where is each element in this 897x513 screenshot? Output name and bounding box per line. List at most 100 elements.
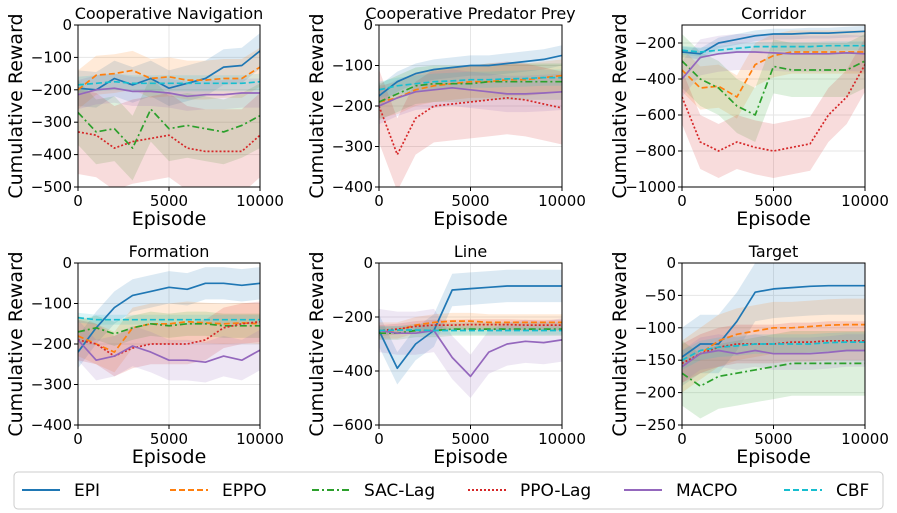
band-ppo-lag xyxy=(682,37,865,178)
series-epi xyxy=(682,284,865,358)
series-epi xyxy=(78,282,260,353)
series-sac-lag xyxy=(682,60,865,116)
series-cbf xyxy=(379,76,562,91)
legend-item-epi: EPI xyxy=(22,481,100,501)
series-ppo-lag xyxy=(78,131,260,153)
y-tick-label: −100 xyxy=(31,48,72,66)
legend-label: EPI xyxy=(74,481,100,501)
y-tick-label: −500 xyxy=(31,178,72,196)
band-sac-lag xyxy=(379,63,562,121)
y-tick-label: 0 xyxy=(62,16,72,34)
x-tick-label: 0 xyxy=(374,192,384,210)
series-ppo-lag xyxy=(78,320,260,357)
y-tick-label: −150 xyxy=(635,351,676,369)
legend-item-sac-lag: SAC-Lag xyxy=(312,481,435,501)
x-tick-label: 10000 xyxy=(538,430,586,448)
y-tick-label: −400 xyxy=(332,178,373,196)
x-tick-label: 5000 xyxy=(451,430,489,448)
panel-5: 0 5000 10000 0 −50 −100 −150 −200 −250 Target Epis… xyxy=(609,242,889,468)
band-epi xyxy=(682,263,865,387)
x-tick-label: 10000 xyxy=(841,430,889,448)
series-ppo-lag xyxy=(379,323,562,332)
legend-label: EPPO xyxy=(222,481,267,501)
x-tick-label: 10000 xyxy=(841,192,889,210)
panel-title: Target xyxy=(748,242,799,261)
y-tick-label: 0 xyxy=(363,16,373,34)
x-tick-label: 10000 xyxy=(236,430,284,448)
y-tick-label: −300 xyxy=(31,376,72,394)
series-sac-lag xyxy=(379,328,562,335)
x-axis-label: Episode xyxy=(433,208,508,230)
x-tick-label: 0 xyxy=(374,430,384,448)
series-ppo-lag xyxy=(379,97,562,156)
x-tick-label: 10000 xyxy=(538,192,586,210)
band-eppo xyxy=(379,59,562,119)
y-tick-label: −100 xyxy=(332,57,373,75)
y-tick-label: −200 xyxy=(635,384,676,402)
series-macpo xyxy=(682,51,865,80)
panel-title: Line xyxy=(454,242,487,261)
series-eppo xyxy=(78,320,260,353)
x-tick-label: 5000 xyxy=(150,430,188,448)
band-macpo xyxy=(78,319,260,383)
x-tick-label: 5000 xyxy=(451,192,489,210)
y-tick-label: −200 xyxy=(332,308,373,326)
x-axis-label: Episode xyxy=(736,208,811,230)
y-axis-label: Cumulative Reward xyxy=(306,251,328,436)
legend-label: MACPO xyxy=(676,481,738,501)
series-macpo xyxy=(379,329,562,378)
y-tick-label: 0 xyxy=(363,254,373,272)
y-tick-label: −400 xyxy=(635,70,676,88)
panel-0: 0 5000 10000 0 −100 −200 −300 −400 −500 Cooperati… xyxy=(5,4,284,230)
band-eppo xyxy=(682,298,865,393)
y-axis-label: Cumulative Reward xyxy=(306,13,328,198)
y-tick-label: −600 xyxy=(635,106,676,124)
legend: EPI EPPO SAC-Lag PPO-Lag MACPO CBF xyxy=(13,471,884,510)
x-tick-label: 5000 xyxy=(150,192,188,210)
panel-title: Cooperative Predator Prey xyxy=(365,4,575,23)
legend-label: SAC-Lag xyxy=(364,481,435,501)
y-tick-label: −100 xyxy=(31,295,72,313)
y-tick-label: 0 xyxy=(62,254,72,272)
series-epi xyxy=(379,54,562,97)
y-tick-label: 0 xyxy=(666,254,676,272)
series-epi xyxy=(682,30,865,55)
plot-area xyxy=(379,269,562,398)
series-ppo-lag xyxy=(682,339,865,365)
x-tick-label: 5000 xyxy=(754,430,792,448)
y-tick-label: −50 xyxy=(644,286,676,304)
x-axis-label: Episode xyxy=(132,208,207,230)
series-macpo xyxy=(78,339,260,364)
y-tick-label: −200 xyxy=(635,34,676,52)
x-tick-label: 0 xyxy=(73,430,83,448)
series-epi xyxy=(379,285,562,370)
series-eppo xyxy=(682,51,865,98)
series-macpo xyxy=(379,86,562,107)
chart-panels: 0 5000 100000−100−200−300−400−500Cooperati… xyxy=(5,4,889,468)
series-eppo xyxy=(379,320,562,332)
series-sac-lag xyxy=(78,108,260,149)
plot-area xyxy=(682,263,865,419)
plot-area xyxy=(78,267,260,383)
series-eppo xyxy=(682,323,865,368)
legend-frame xyxy=(13,471,884,510)
y-tick-label: −1000 xyxy=(625,178,676,196)
band-epi xyxy=(78,267,260,369)
series-sac-lag xyxy=(78,322,260,335)
y-tick-label: −250 xyxy=(635,416,676,434)
y-tick-label: −300 xyxy=(332,138,373,156)
x-axis-label: Episode xyxy=(433,446,508,468)
series-sac-lag xyxy=(682,362,865,387)
panel-title: Corridor xyxy=(741,4,806,23)
y-tick-label: −600 xyxy=(332,416,373,434)
band-eppo xyxy=(682,30,865,119)
x-tick-label: 0 xyxy=(677,192,687,210)
x-axis-label: Episode xyxy=(736,446,811,468)
y-axis-label: Cumulative Reward xyxy=(5,13,27,198)
series-cbf xyxy=(379,329,562,332)
x-tick-label: 10000 xyxy=(236,192,284,210)
legend-item-macpo: MACPO xyxy=(624,481,738,501)
legend-item-eppo: EPPO xyxy=(170,481,267,501)
y-tick-label: −200 xyxy=(332,97,373,115)
